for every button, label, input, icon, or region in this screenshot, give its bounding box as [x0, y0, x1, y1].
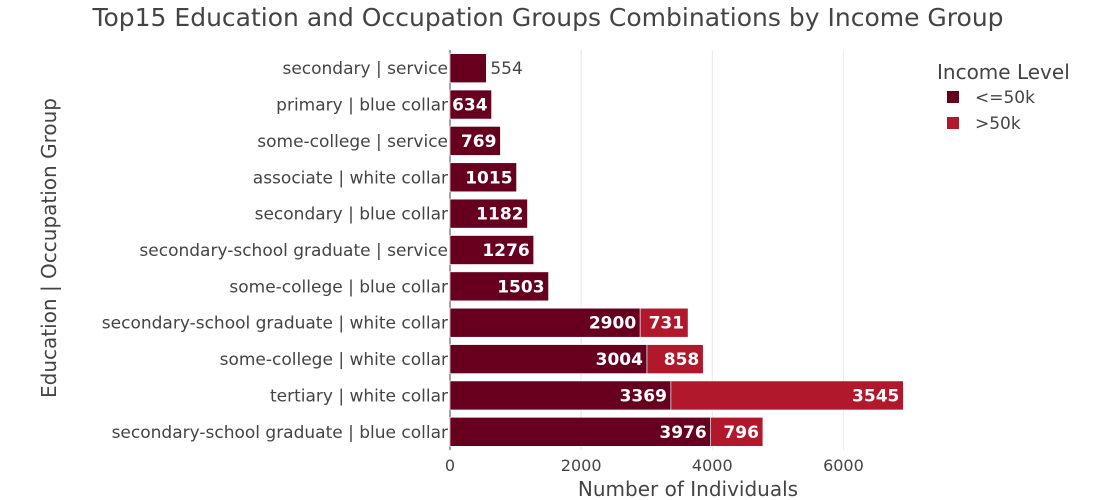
data-label: 3545 — [852, 386, 899, 406]
data-label: 2900 — [589, 314, 636, 334]
legend-items: <=50k >50k — [947, 88, 1035, 134]
x-tick-label: 0 — [445, 456, 455, 475]
bar-le50k — [449, 198, 528, 229]
y-tick-label: some-college | white collar — [220, 350, 448, 370]
x-tick-label: 2000 — [561, 456, 602, 475]
data-label: 3369 — [620, 386, 667, 406]
bar-le50k — [449, 235, 534, 265]
data-label: 634 — [452, 96, 488, 116]
bars-layer — [449, 53, 904, 447]
data-label: 731 — [649, 314, 685, 334]
y-tick-label: secondary | blue collar — [255, 205, 448, 225]
y-tick-label: secondary-school graduate | white collar — [102, 314, 448, 334]
y-axis-title: Education | Occupation Group — [37, 98, 61, 398]
data-label: 796 — [723, 423, 759, 443]
bar-le50k — [449, 417, 712, 447]
y-tick-label: primary | blue collar — [276, 96, 448, 116]
data-label: 3976 — [659, 423, 706, 443]
y-tick-label: secondary-school graduate | blue collar — [112, 423, 448, 443]
bar-le50k — [449, 344, 648, 374]
bar-le50k — [449, 53, 487, 83]
y-tick-labels: secondary | service primary | blue collar… — [102, 59, 448, 443]
x-tick-label: 6000 — [823, 456, 864, 475]
bar-gt50k — [639, 307, 689, 338]
chart-title: Top15 Education and Occupation Groups Co… — [91, 3, 1003, 32]
legend-label[interactable]: <=50k — [975, 88, 1035, 108]
x-axis-title: Number of Individuals — [578, 477, 798, 500]
legend-swatch[interactable] — [947, 91, 959, 103]
data-label: 1276 — [482, 241, 529, 261]
y-tick-label: secondary | service — [282, 59, 448, 79]
bar-le50k — [449, 126, 501, 156]
y-tick-label: secondary-school graduate | service — [139, 241, 448, 261]
y-tick-label: associate | white collar — [253, 168, 448, 188]
legend-swatch[interactable] — [947, 117, 959, 129]
bar-gt50k — [670, 380, 904, 411]
data-label: 554 — [490, 59, 522, 79]
x-tick-labels: 0 2000 4000 6000 — [445, 456, 864, 475]
bar-gt50k — [646, 344, 704, 374]
y-tick-label: some-college | service — [257, 132, 448, 152]
x-tick-label: 4000 — [692, 456, 733, 475]
bar-le50k — [449, 271, 549, 302]
bar-le50k — [449, 380, 672, 411]
data-label: 1182 — [476, 205, 523, 225]
bar-gt50k — [710, 417, 764, 447]
data-label: 1015 — [465, 168, 512, 188]
data-label: 858 — [664, 350, 700, 370]
data-label: 3004 — [596, 350, 643, 370]
bar-le50k — [449, 89, 492, 120]
y-tick-label: tertiary | white collar — [270, 386, 448, 406]
legend-title: Income Level — [937, 60, 1070, 84]
data-label: 1503 — [497, 277, 544, 297]
y-tick-label: some-college | blue collar — [229, 277, 448, 297]
bar-le50k — [449, 162, 517, 193]
legend-label[interactable]: >50k — [975, 114, 1021, 134]
legend: Income Level <=50k >50k — [937, 60, 1070, 134]
data-label: 769 — [461, 132, 497, 152]
